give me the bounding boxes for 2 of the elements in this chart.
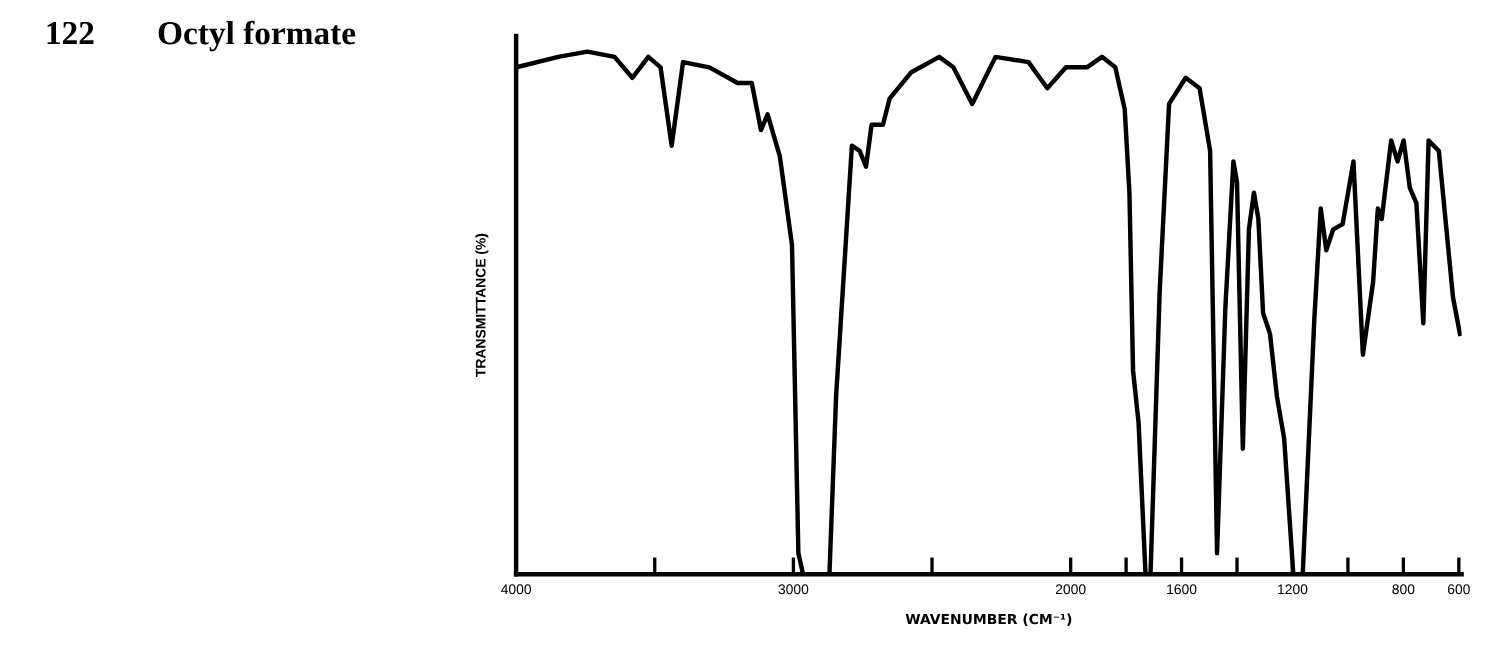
chart-title: Octyl formate	[158, 20, 356, 52]
text: 122	[47, 21, 94, 44]
